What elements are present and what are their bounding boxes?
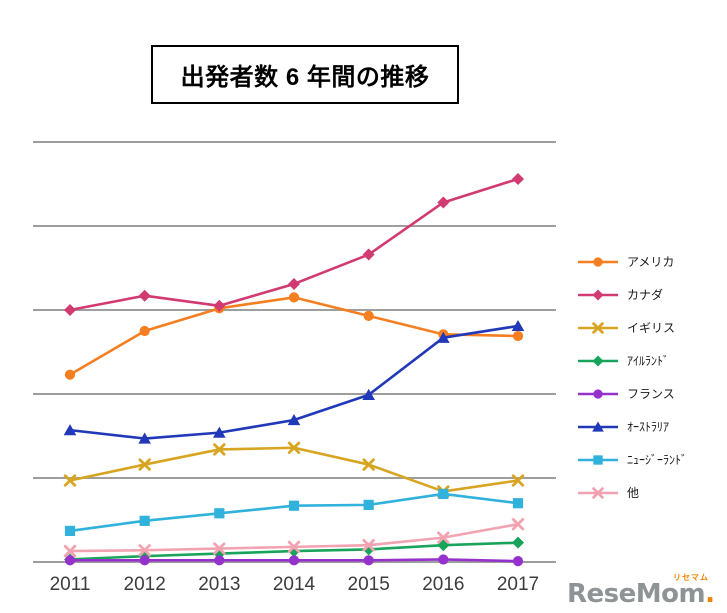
series-marker-new-zealand <box>214 508 225 519</box>
legend-marker-shape-america <box>593 256 603 267</box>
series-marker-uk <box>362 458 375 471</box>
series-marker-new-zealand <box>288 500 300 511</box>
legend-item-france: フランス <box>578 377 718 410</box>
legend-label-canada: カナダ <box>627 288 664 302</box>
x-axis-label: 2017 <box>497 574 539 595</box>
legend-item-uk: イギリス <box>578 311 718 344</box>
series-line-canada <box>69 177 519 312</box>
x-axis-label: 2011 <box>50 574 91 595</box>
chart-title: 出発者数 6 年間の推移 <box>180 64 430 91</box>
series-marker-france <box>288 555 300 566</box>
series-marker-canada <box>64 304 76 316</box>
legend-marker-shape-australia <box>592 421 604 432</box>
legend-label-australia: ｵｰｽﾄﾗﾘｱ <box>627 420 670 434</box>
legend-item-others: 他 <box>578 476 718 509</box>
legend-marker-shape-france <box>593 388 603 399</box>
x-axis-label: 2014 <box>273 574 316 595</box>
series-marker-uk <box>287 441 301 454</box>
series-marker-new-zealand <box>139 515 150 526</box>
legend-marker-ireland <box>578 355 618 366</box>
series-marker-others <box>362 539 375 552</box>
series-marker-others <box>138 544 151 557</box>
series-marker-france <box>438 554 449 565</box>
series-marker-others <box>437 531 450 544</box>
series-marker-america <box>512 330 524 342</box>
series-marker-america <box>288 292 300 303</box>
x-axis-label: 2012 <box>124 574 166 595</box>
series-marker-uk <box>511 474 525 487</box>
legend-marker-canada <box>578 289 618 300</box>
series-marker-uk <box>63 474 77 487</box>
legend-item-new-zealand: ﾆｭｰｼﾞｰﾗﾝﾄﾞ <box>578 443 718 476</box>
legend-label-new-zealand: ﾆｭｰｼﾞｰﾗﾝﾄﾞ <box>627 453 688 467</box>
legend-item-australia: ｵｰｽﾄﾗﾘｱ <box>578 410 718 443</box>
legend-marker-new-zealand <box>578 454 618 465</box>
series-marker-canada <box>362 248 375 261</box>
legend-marker-shape-uk <box>592 321 604 334</box>
series-marker-uk <box>213 443 226 456</box>
legend-marker-shape-others <box>592 486 604 499</box>
legend-item-canada: カナダ <box>578 278 718 311</box>
logo-text: ReseMom <box>567 579 706 609</box>
series-marker-france <box>64 555 76 566</box>
series-marker-australia <box>138 432 151 444</box>
legend-marker-australia <box>578 421 618 432</box>
x-axis-label: 2013 <box>198 574 240 595</box>
series-line-new-zealand <box>69 492 519 533</box>
series-marker-france <box>214 555 225 566</box>
series-marker-australia <box>63 424 77 436</box>
series-marker-others <box>287 540 301 554</box>
series-marker-ireland <box>512 536 524 549</box>
series-marker-canada <box>213 299 226 312</box>
legend-marker-uk <box>578 321 618 334</box>
series-line-uk <box>69 446 519 493</box>
series-marker-america <box>64 369 76 380</box>
chart-title-box: 出発者数 6 年間の推移 <box>151 45 459 104</box>
logo-ruby-text: リセマム <box>673 573 709 582</box>
logo-row: ReseMom. <box>567 581 715 607</box>
legend-marker-shape-new-zealand <box>593 454 603 465</box>
series-marker-america <box>139 325 150 337</box>
series-marker-new-zealand <box>512 498 524 509</box>
legend-item-ireland: ｱｲﾙﾗﾝﾄﾞ <box>578 344 718 377</box>
series-marker-canada <box>437 196 450 209</box>
series-marker-france <box>139 555 150 566</box>
series-marker-new-zealand <box>438 488 449 500</box>
series-marker-australia <box>437 331 450 343</box>
resemom-logo: リセマム ReseMom. <box>567 573 715 608</box>
x-axis-label: 2016 <box>422 574 464 595</box>
logo-dot: . <box>705 579 715 609</box>
legend-marker-france <box>578 388 618 399</box>
series-marker-australia <box>287 414 301 426</box>
series-marker-others <box>213 542 226 555</box>
x-axis-label: 2015 <box>348 574 390 595</box>
legend-marker-shape-ireland <box>592 355 604 366</box>
legend-item-america: アメリカ <box>578 245 718 278</box>
series-marker-australia <box>511 319 525 332</box>
legend-label-others: 他 <box>627 486 640 500</box>
series-marker-new-zealand <box>363 499 374 510</box>
legend-marker-shape-canada <box>592 289 604 300</box>
series-marker-others <box>63 544 77 558</box>
series-marker-new-zealand <box>64 525 76 537</box>
chart-legend: アメリカカナダイギリス ｱｲﾙﾗﾝﾄﾞ フランス ｵｰｽﾄﾗﾘｱ ﾆｭｰｼﾞｰﾗﾝﾄﾞ 他 <box>578 245 718 509</box>
series-marker-canada <box>288 277 300 290</box>
legend-label-france: フランス <box>627 387 675 401</box>
legend-marker-america <box>578 256 618 267</box>
series-marker-america <box>363 310 374 321</box>
series-marker-others <box>511 518 525 531</box>
legend-label-america: アメリカ <box>627 255 675 269</box>
legend-label-uk: イギリス <box>627 321 676 335</box>
series-marker-australia <box>362 388 375 400</box>
series-marker-australia <box>213 426 226 438</box>
legend-label-ireland: ｱｲﾙﾗﾝﾄﾞ <box>627 354 670 368</box>
series-marker-france <box>512 556 524 567</box>
series-marker-canada <box>512 172 524 185</box>
legend-marker-others <box>578 486 618 499</box>
series-marker-uk <box>138 458 151 471</box>
series-marker-canada <box>138 289 151 302</box>
series-marker-france <box>363 555 374 566</box>
